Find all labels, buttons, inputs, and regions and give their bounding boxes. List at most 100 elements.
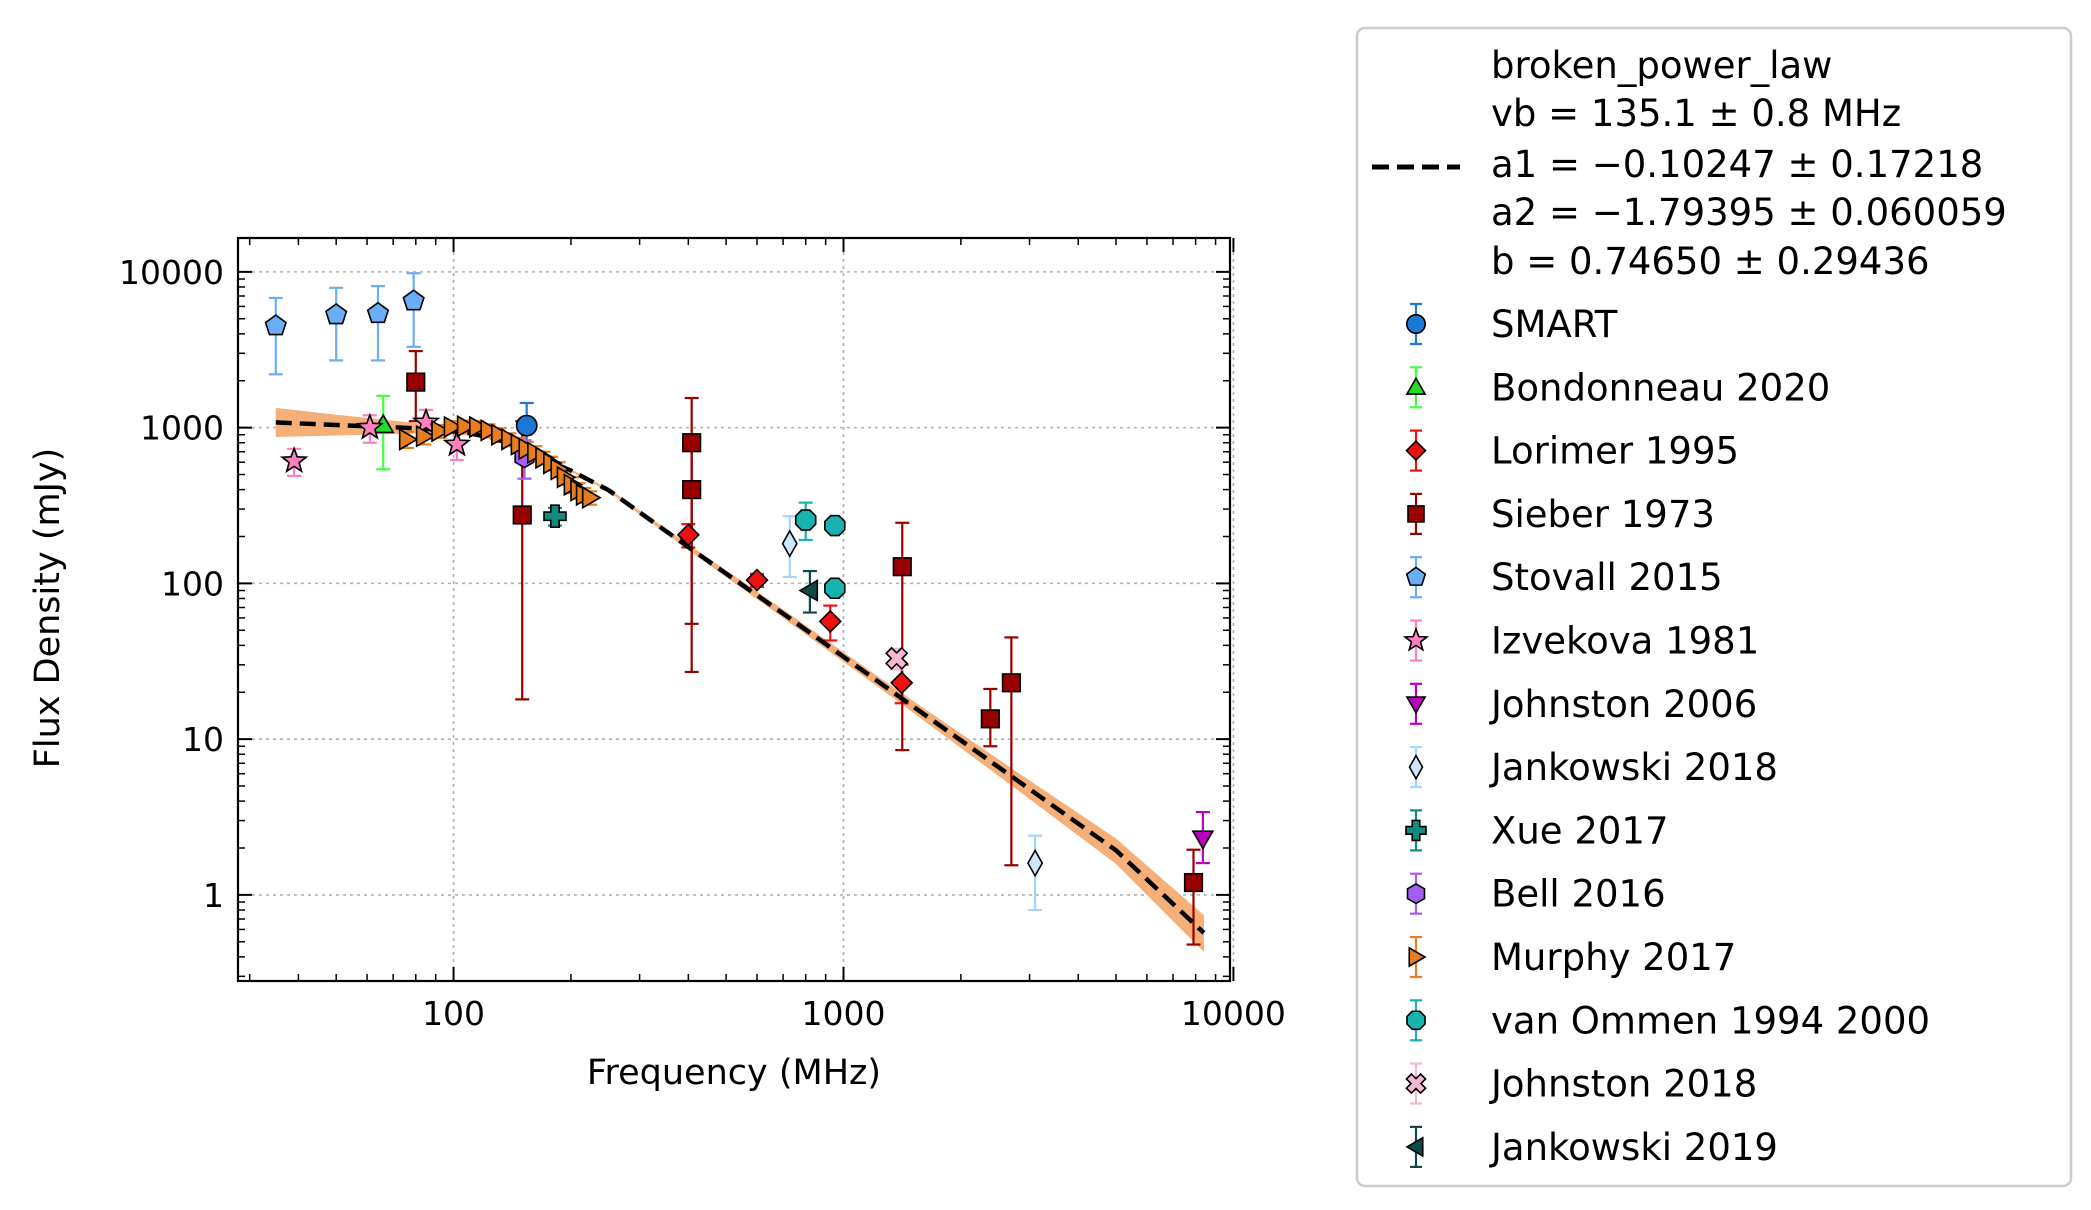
legend-entry-jankowski-2019: Jankowski 2019	[1405, 1125, 1778, 1169]
data-point-murphy-2017	[501, 428, 521, 451]
legend-entry-stovall-2015: Stovall 2015	[1405, 556, 1723, 599]
data-point-murphy-2017	[491, 423, 511, 447]
data-point-smart	[515, 414, 538, 437]
data-point-murphy-2017	[469, 415, 489, 439]
x-axis-label: Frequency (MHz)	[587, 1053, 881, 1093]
data-point-sieber-1973	[406, 372, 426, 392]
fit-line	[275, 420, 1206, 935]
data-point-murphy-2017	[398, 428, 419, 451]
y-axis-label: Flux Density (mJy)	[28, 448, 68, 769]
x-tick-label: 1000	[802, 994, 886, 1033]
data-point-murphy-2017	[581, 486, 602, 510]
data-point-sieber-1973	[892, 557, 912, 577]
legend-entry-bondonneau-2020: Bondonneau 2020	[1405, 366, 1830, 409]
legend-fit-param: a1 = −0.10247 ± 0.17218	[1491, 143, 1983, 186]
legend-fit-param: vb = 135.1 ± 0.8 MHz	[1491, 92, 1901, 135]
legend-entry-xue-2017: Xue 2017	[1405, 809, 1668, 852]
data-point-lorimer-1995	[890, 671, 914, 695]
data-point-izvekova-1981	[411, 407, 441, 435]
legend: broken_power_law vb = 135.1 ± 0.8 MHz a1…	[1355, 26, 2073, 1188]
legend-fit-param: a2 = −1.79395 ± 0.060059	[1491, 191, 2007, 234]
data-point-sieber-1973	[682, 433, 702, 453]
legend-entry-johnston-2018: Johnston 2018	[1405, 1062, 1757, 1106]
legend-entry-smart: SMART	[1406, 302, 1618, 346]
legend-marker	[1405, 1136, 1424, 1158]
data-point-johnston-2018	[885, 646, 909, 671]
data-point-lorimer-1995	[676, 523, 700, 547]
data-point-stovall-2015	[402, 289, 425, 311]
legend-marker	[1405, 566, 1427, 586]
legend-fit-entry: broken_power_law vb = 135.1 ± 0.8 MHz a1…	[1372, 44, 2007, 283]
data-point-stovall-2015	[264, 314, 287, 336]
legend-entry-murphy-2017: Murphy 2017	[1408, 935, 1736, 979]
legend-marker	[1406, 1010, 1426, 1031]
legend-entry-lorimer-1995: Lorimer 1995	[1405, 429, 1739, 473]
legend-label: Sieber 1973	[1491, 493, 1715, 536]
y-tick-label: 1000	[140, 409, 224, 448]
legend-marker	[1405, 819, 1427, 842]
data-point-van-ommen-1994-2000	[824, 577, 846, 600]
y-tick-label: 100	[161, 564, 224, 603]
legend-label: SMART	[1491, 303, 1618, 346]
axis-ticks	[238, 238, 1235, 981]
data-markers	[264, 289, 1215, 893]
data-point-izvekova-1981	[442, 429, 472, 457]
data-point-sieber-1973	[682, 480, 702, 500]
legend-marker	[1408, 753, 1424, 781]
legend-label: Stovall 2015	[1491, 556, 1723, 599]
legend-entry-sieber-1973: Sieber 1973	[1407, 492, 1715, 536]
data-point-johnston-2006	[1191, 830, 1215, 851]
data-point-murphy-2017	[431, 419, 451, 443]
legend-label: Xue 2017	[1491, 809, 1668, 852]
grid-lines	[238, 238, 1235, 981]
legend-label: Murphy 2017	[1491, 936, 1736, 979]
tick-labels: 100 1000 10000 1 10 100 1000 10000	[119, 253, 1286, 1033]
data-point-murphy-2017	[480, 419, 501, 442]
data-point-van-ommen-1994-2000	[824, 514, 846, 537]
legend-label: Lorimer 1995	[1491, 430, 1739, 473]
fit-uncertainty-band	[275, 407, 1204, 952]
data-point-murphy-2017	[415, 424, 436, 448]
data-point-jankowski-2019	[798, 579, 819, 602]
data-point-jankowski-2018	[1027, 848, 1044, 878]
data-point-sieber-1973	[980, 709, 1000, 729]
data-point-lorimer-1995	[745, 568, 769, 592]
legend-label: van Ommen 1994 2000	[1491, 999, 1930, 1042]
x-tick-label: 100	[422, 994, 485, 1033]
legend-label: Johnston 2018	[1489, 1063, 1757, 1106]
legend-label: Johnston 2006	[1489, 683, 1757, 726]
data-point-jankowski-2018	[781, 529, 798, 558]
legend-marker	[1405, 376, 1427, 395]
legend-marker	[1408, 946, 1427, 968]
data-point-izvekova-1981	[355, 412, 385, 440]
legend-marker	[1405, 696, 1427, 715]
y-tick-label: 1	[203, 876, 224, 915]
legend-series-entries: SMART Bondonneau 2020 Lorimer 1995 Sieber 1…	[1402, 302, 1930, 1169]
legend-marker	[1406, 882, 1426, 905]
data-point-van-ommen-1994-2000	[794, 509, 817, 531]
legend-label: Jankowski 2018	[1489, 746, 1778, 789]
legend-entry-johnston-2006: Johnston 2006	[1405, 682, 1757, 726]
x-tick-label: 10000	[1181, 994, 1286, 1033]
legend-label: Bondonneau 2020	[1491, 366, 1830, 409]
legend-marker	[1405, 439, 1427, 462]
legend-entry-izvekova-1981: Izvekova 1981	[1402, 619, 1759, 663]
legend-frame	[1355, 26, 2073, 1188]
plot-frame	[236, 236, 1232, 983]
data-point-stovall-2015	[324, 303, 348, 325]
data-point-sieber-1973	[512, 505, 532, 525]
legend-fit-param: b = 0.74650 ± 0.29436	[1491, 240, 1930, 283]
legend-entry-jankowski-2018: Jankowski 2018	[1408, 745, 1778, 789]
legend-entry-bell-2016: Bell 2016	[1406, 872, 1666, 916]
legend-marker	[1405, 1072, 1427, 1095]
legend-entry-van-ommen-1994-2000: van Ommen 1994 2000	[1406, 999, 1930, 1042]
data-point-murphy-2017	[443, 415, 464, 439]
legend-label: Bell 2016	[1491, 873, 1666, 916]
legend-marker	[1407, 505, 1425, 523]
legend-marker	[1402, 626, 1430, 652]
data-point-stovall-2015	[366, 301, 390, 324]
legend-fit-name: broken_power_law	[1491, 44, 1832, 87]
legend-label: Izvekova 1981	[1491, 620, 1759, 663]
data-point-xue-2017	[543, 504, 567, 528]
